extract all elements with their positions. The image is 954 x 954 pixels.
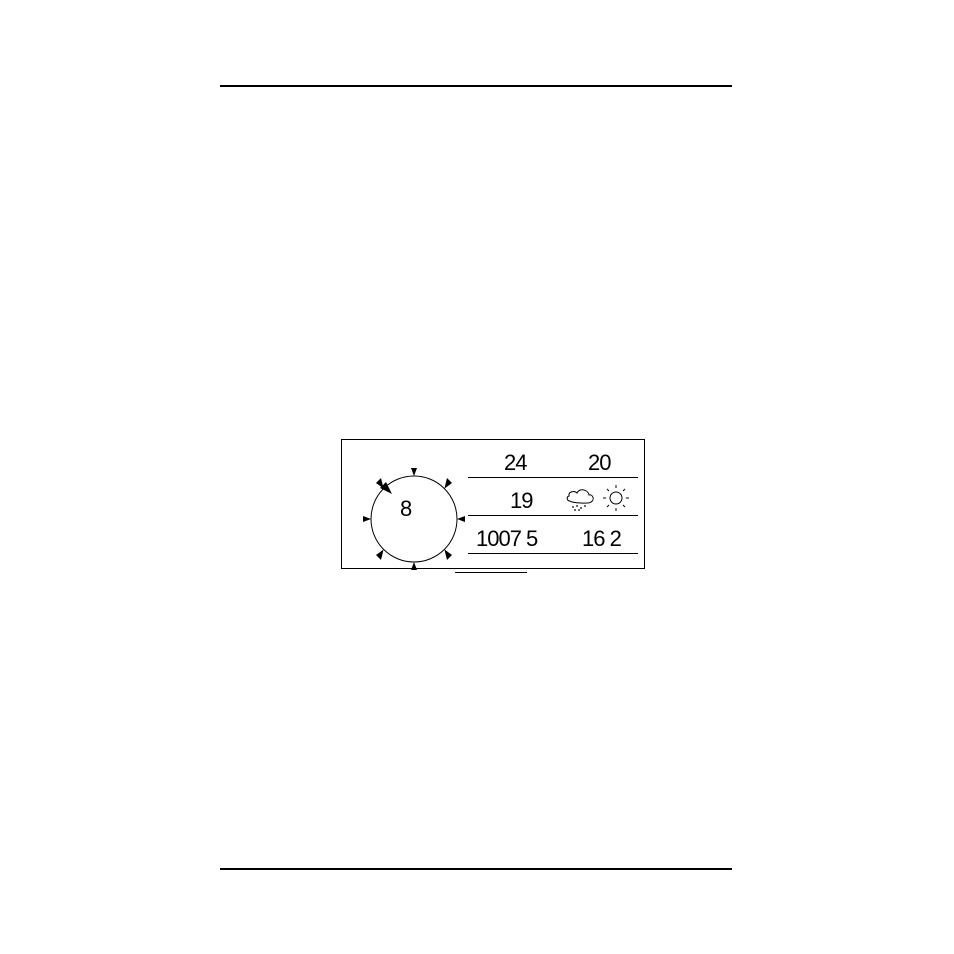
row2-left-value: 19 (510, 488, 532, 514)
row1-right-value: 20 (588, 450, 610, 476)
caption-underline (455, 572, 527, 573)
wind-speed-value: 8 (400, 496, 411, 522)
row-divider (468, 515, 638, 516)
row3-left-value: 1007 5 (476, 526, 537, 552)
weather-display-panel: 8 24 20 19 (341, 439, 645, 569)
row3-right-value: 16 2 (582, 526, 621, 552)
row-divider (468, 553, 638, 554)
row-divider (468, 477, 638, 478)
rain-sun-icon (564, 485, 636, 513)
row1-left-value: 24 (504, 450, 526, 476)
forecast-icon (564, 485, 636, 513)
compass-svg (354, 456, 474, 576)
page-rule-bottom (220, 868, 732, 870)
page-rule-top (220, 85, 732, 87)
